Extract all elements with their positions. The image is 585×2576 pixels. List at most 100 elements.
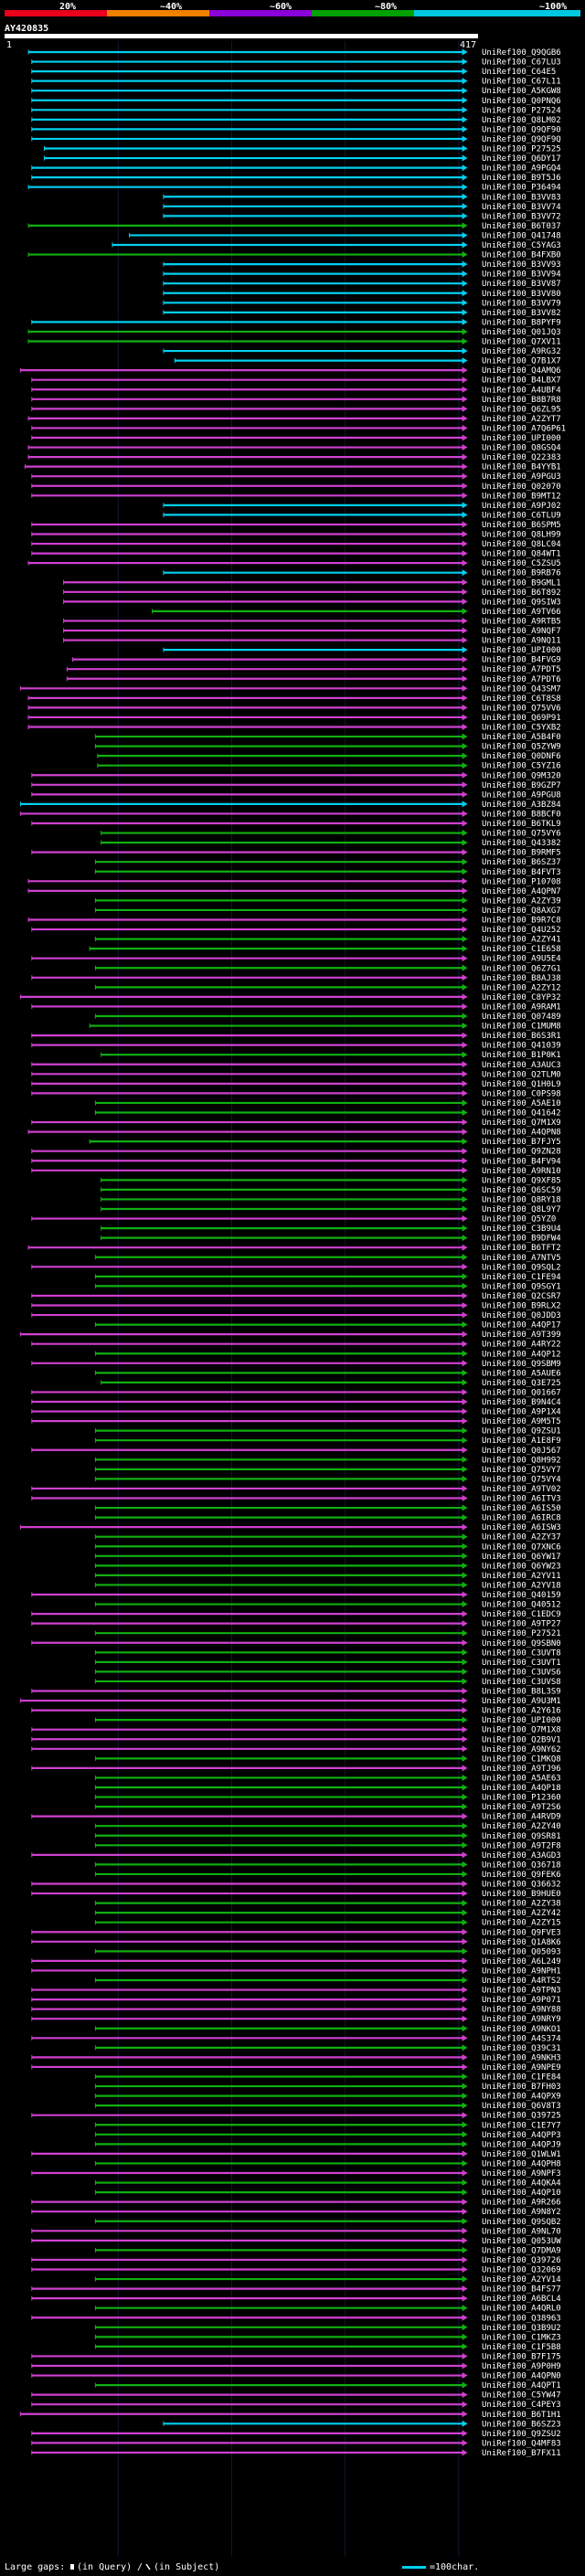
- hit-label[interactable]: UniRef100_Q38963: [482, 2314, 561, 2323]
- hit-label[interactable]: UniRef100_C1E658: [482, 945, 561, 954]
- hit-label[interactable]: UniRef100_A4QP12: [482, 1350, 561, 1359]
- hit-label[interactable]: UniRef100_A9NQ11: [482, 637, 561, 646]
- hit-row[interactable]: UniRef100_Q9SIW3: [63, 598, 561, 607]
- hit-row[interactable]: UniRef100_Q9ZN28: [31, 1148, 561, 1157]
- hit-row[interactable]: UniRef100_B8L3S9: [31, 1688, 561, 1697]
- hit-label[interactable]: UniRef100_B8B7R8: [482, 396, 561, 405]
- hit-label[interactable]: UniRef100_A9PGQ4: [482, 164, 561, 174]
- hit-row[interactable]: UniRef100_A9N8Y2: [31, 2208, 561, 2217]
- hit-row[interactable]: UniRef100_Q40512: [94, 1601, 561, 1610]
- hit-label[interactable]: UniRef100_A6IRC8: [482, 1514, 561, 1523]
- hit-label[interactable]: UniRef100_A4QP17: [482, 1321, 561, 1330]
- hit-label[interactable]: UniRef100_A5AE10: [482, 1099, 561, 1108]
- hit-label[interactable]: UniRef100_Q8LH99: [482, 531, 561, 540]
- hit-row[interactable]: UniRef100_A9PGU8: [31, 790, 561, 800]
- hit-row[interactable]: UniRef100_C3UVT1: [94, 1659, 561, 1668]
- hit-label[interactable]: UniRef100_Q8LC04: [482, 540, 561, 549]
- hit-label[interactable]: UniRef100_Q9SGY1: [482, 1282, 561, 1291]
- hit-label[interactable]: UniRef100_UPI000: [482, 1716, 561, 1725]
- hit-label[interactable]: UniRef100_A9U3M1: [482, 1697, 561, 1706]
- hit-label[interactable]: UniRef100_Q40512: [482, 1601, 561, 1610]
- hit-row[interactable]: UniRef100_A1E8F9: [94, 1436, 561, 1446]
- hit-row[interactable]: UniRef100_Q053UW: [31, 2237, 561, 2246]
- hit-label[interactable]: UniRef100_B8L3S9: [482, 1688, 561, 1697]
- hit-row[interactable]: UniRef100_C3UVS8: [94, 1678, 561, 1687]
- hit-row[interactable]: UniRef100_B3VV72: [163, 212, 561, 221]
- hit-label[interactable]: UniRef100_UPI000: [482, 434, 561, 443]
- hit-row[interactable]: UniRef100_Q2TLM0: [31, 1070, 561, 1079]
- hit-label[interactable]: UniRef100_B4YYB1: [482, 463, 561, 472]
- hit-row[interactable]: UniRef100_A9M5T5: [31, 1417, 561, 1426]
- hit-row[interactable]: UniRef100_Q4U252: [31, 926, 561, 935]
- hit-label[interactable]: UniRef100_A7Q6P61: [482, 424, 566, 433]
- hit-label[interactable]: UniRef100_C3B9U4: [482, 1224, 561, 1234]
- hit-label[interactable]: UniRef100_A4QPN0: [482, 2372, 561, 2381]
- hit-row[interactable]: UniRef100_B8PYF9: [31, 318, 561, 327]
- hit-label[interactable]: UniRef100_Q0JDD3: [482, 1311, 561, 1320]
- hit-label[interactable]: UniRef100_B6TFT2: [482, 1244, 561, 1253]
- hit-label[interactable]: UniRef100_B9RMF5: [482, 849, 561, 858]
- hit-label[interactable]: UniRef100_C0PS98: [482, 1089, 561, 1098]
- hit-label[interactable]: UniRef100_Q8LM02: [482, 116, 561, 125]
- hit-row[interactable]: UniRef100_Q7XNC6: [94, 1542, 561, 1552]
- hit-row[interactable]: UniRef100_Q6Z7G1: [94, 964, 561, 973]
- hit-label[interactable]: UniRef100_A9T399: [482, 1330, 561, 1340]
- hit-row[interactable]: UniRef100_Q0J567: [31, 1447, 561, 1456]
- hit-label[interactable]: UniRef100_A7PDT6: [482, 675, 561, 684]
- hit-label[interactable]: UniRef100_Q9FVE3: [482, 1928, 561, 1937]
- hit-label[interactable]: UniRef100_B6SZ23: [482, 2420, 561, 2429]
- hit-row[interactable]: UniRef100_A5KGW8: [31, 87, 561, 96]
- hit-row[interactable]: UniRef100_B9R7C8: [27, 917, 561, 926]
- hit-label[interactable]: UniRef100_Q75VY6: [482, 830, 561, 839]
- hit-row[interactable]: UniRef100_Q9SQL2: [31, 1263, 561, 1272]
- hit-label[interactable]: UniRef100_Q7B1X7: [482, 357, 561, 366]
- hit-row[interactable]: UniRef100_Q01667: [31, 1388, 561, 1397]
- hit-row[interactable]: UniRef100_UPI000: [163, 646, 561, 655]
- hit-label[interactable]: UniRef100_B3VV80: [482, 290, 561, 299]
- hit-row[interactable]: UniRef100_B3VV94: [163, 270, 561, 280]
- hit-row[interactable]: UniRef100_Q7DMA9: [94, 2246, 561, 2255]
- hit-label[interactable]: UniRef100_C1F5B8: [482, 2343, 561, 2352]
- hit-row[interactable]: UniRef100_UPI000: [31, 434, 561, 443]
- hit-label[interactable]: UniRef100_Q02070: [482, 482, 561, 492]
- hit-row[interactable]: UniRef100_B9HUE0: [31, 1890, 561, 1899]
- hit-row[interactable]: UniRef100_Q02070: [31, 482, 561, 492]
- hit-label[interactable]: UniRef100_P27525: [482, 145, 561, 154]
- hit-label[interactable]: UniRef100_B3VV72: [482, 212, 561, 221]
- hit-row[interactable]: UniRef100_Q75VY4: [94, 1475, 561, 1484]
- hit-label[interactable]: UniRef100_B6T037: [482, 222, 561, 231]
- hit-label[interactable]: UniRef100_C1MUM8: [482, 1023, 561, 1032]
- hit-row[interactable]: UniRef100_A9NRY9: [31, 2015, 561, 2024]
- hit-label[interactable]: UniRef100_B9RLX2: [482, 1302, 561, 1311]
- hit-label[interactable]: UniRef100_A5AUE6: [482, 1369, 561, 1378]
- hit-label[interactable]: UniRef100_Q9SQL2: [482, 1263, 561, 1272]
- hit-label[interactable]: UniRef100_Q0J567: [482, 1447, 561, 1456]
- hit-row[interactable]: UniRef100_A2ZY41: [94, 936, 561, 945]
- hit-label[interactable]: UniRef100_B7F175: [482, 2352, 561, 2361]
- hit-row[interactable]: UniRef100_A9NKH3: [31, 2053, 561, 2062]
- hit-row[interactable]: UniRef100_A2ZY38: [94, 1900, 561, 1909]
- hit-label[interactable]: UniRef100_Q6V8T3: [482, 2102, 561, 2111]
- hit-row[interactable]: UniRef100_Q41039: [31, 1042, 561, 1051]
- hit-row[interactable]: UniRef100_A7PDT6: [66, 675, 561, 684]
- hit-row[interactable]: UniRef100_B6SPM5: [31, 521, 561, 530]
- hit-row[interactable]: UniRef100_A9TP27: [31, 1620, 561, 1629]
- hit-label[interactable]: UniRef100_A2YV11: [482, 1572, 561, 1581]
- hit-label[interactable]: UniRef100_Q9XF85: [482, 1176, 561, 1185]
- hit-label[interactable]: UniRef100_Q7M1X9: [482, 1118, 561, 1128]
- hit-row[interactable]: UniRef100_Q3E725: [101, 1379, 561, 1388]
- hit-label[interactable]: UniRef100_A9PJ02: [482, 502, 561, 511]
- hit-label[interactable]: UniRef100_A7PDT5: [482, 665, 561, 674]
- hit-label[interactable]: UniRef100_A9NPH1: [482, 1966, 561, 1976]
- hit-row[interactable]: UniRef100_A9NL70: [31, 2227, 561, 2236]
- hit-row[interactable]: UniRef100_Q40159: [31, 1591, 561, 1600]
- hit-label[interactable]: UniRef100_P27521: [482, 1629, 561, 1638]
- hit-label[interactable]: UniRef100_Q3B9U2: [482, 2324, 561, 2333]
- hit-label[interactable]: UniRef100_A9RAM1: [482, 1002, 561, 1012]
- hit-label[interactable]: UniRef100_A5KGW8: [482, 87, 561, 96]
- hit-label[interactable]: UniRef100_A6ITV3: [482, 1495, 561, 1504]
- hit-label[interactable]: UniRef100_A4RY22: [482, 1341, 561, 1350]
- hit-row[interactable]: UniRef100_B9GZP7: [31, 781, 561, 790]
- hit-row[interactable]: UniRef100_Q8LH99: [31, 531, 561, 540]
- hit-row[interactable]: UniRef100_A2ZY12: [94, 983, 561, 992]
